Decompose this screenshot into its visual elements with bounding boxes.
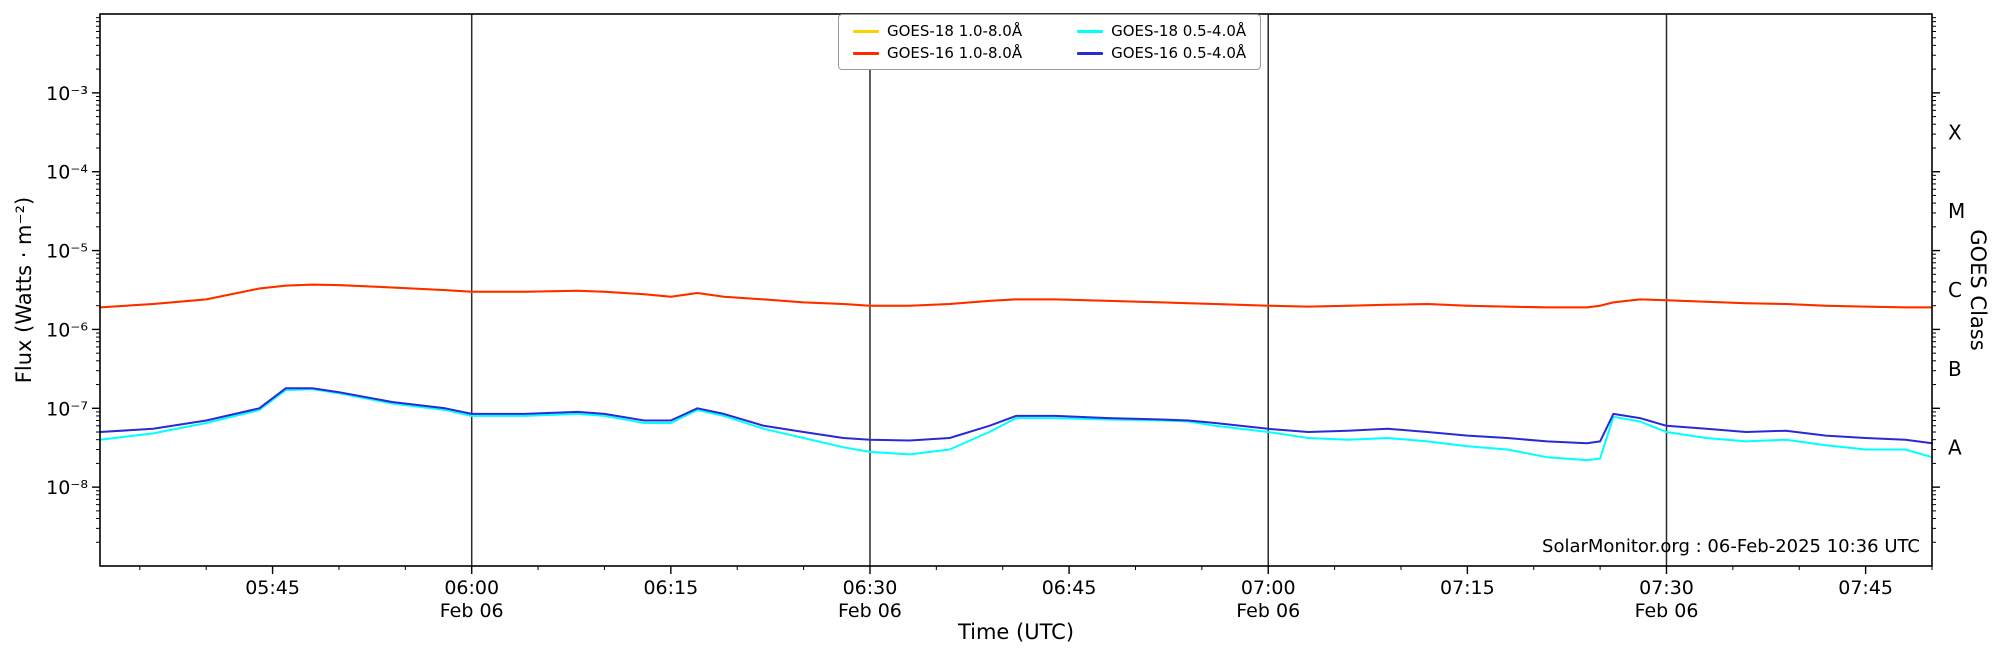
y-tick-label: 10⁻⁴ — [46, 162, 88, 184]
goes-class-label: M — [1948, 199, 1965, 223]
legend-item-goes16-short: GOES-16 0.5-4.0Å — [1077, 44, 1246, 62]
x-tick-label: 06:00 — [444, 577, 499, 599]
x-tick-label: 07:15 — [1440, 577, 1495, 599]
legend-label-goes16-short: GOES-16 0.5-4.0Å — [1111, 44, 1247, 62]
x-date-label: Feb 06 — [1635, 600, 1699, 622]
legend: GOES-18 1.0-8.0Å GOES-18 0.5-4.0Å GOES-1… — [838, 14, 1262, 70]
goes-class-label: B — [1948, 357, 1962, 381]
goes-class-label: X — [1948, 120, 1962, 144]
y-tick-label: 10⁻⁶ — [46, 319, 88, 341]
legend-swatch-goes16-long — [853, 51, 879, 55]
series-line-0 — [99, 283, 1933, 309]
goes-class-label: A — [1948, 436, 1962, 460]
legend-swatch-goes18-long — [853, 29, 879, 33]
y2-axis-title: GOES Class — [1966, 229, 1990, 351]
legend-label-goes16-long: GOES-16 1.0-8.0Å — [887, 44, 1023, 62]
y-tick-label: 10⁻³ — [46, 83, 88, 105]
goes-class-label: C — [1948, 278, 1962, 302]
series-line-3 — [99, 387, 1933, 445]
x-tick-label: 06:45 — [1042, 577, 1097, 599]
legend-label-goes18-short: GOES-18 0.5-4.0Å — [1111, 22, 1247, 40]
x-date-label: Feb 06 — [838, 600, 902, 622]
series-line-1 — [99, 388, 1933, 462]
legend-label-goes18-long: GOES-18 1.0-8.0Å — [887, 22, 1023, 40]
x-tick-label: 05:45 — [245, 577, 300, 599]
legend-swatch-goes18-short — [1077, 29, 1104, 33]
x-tick-label: 06:30 — [843, 577, 898, 599]
legend-item-goes18-long: GOES-18 1.0-8.0Å — [853, 22, 1022, 40]
legend-item-goes16-long: GOES-16 1.0-8.0Å — [853, 44, 1022, 62]
x-tick-label: 07:30 — [1639, 577, 1694, 599]
x-axis-title: Time (UTC) — [957, 620, 1075, 644]
y-tick-label: 10⁻⁵ — [46, 241, 88, 263]
y-tick-label: 10⁻⁸ — [46, 477, 88, 499]
y-tick-label: 10⁻⁷ — [46, 398, 88, 420]
x-tick-label: 07:00 — [1241, 577, 1296, 599]
y-axis-title: Flux (Watts · m⁻²) — [12, 196, 36, 384]
x-date-label: Feb 06 — [440, 600, 504, 622]
x-date-label: Feb 06 — [1236, 600, 1300, 622]
legend-swatch-goes16-short — [1077, 51, 1104, 55]
series-line-2 — [99, 283, 1933, 309]
watermark-text: SolarMonitor.org : 06-Feb-2025 10:36 UTC — [1542, 536, 1920, 557]
legend-item-goes18-short: GOES-18 0.5-4.0Å — [1077, 22, 1246, 40]
plot-frame — [99, 13, 1933, 567]
x-tick-label: 07:45 — [1838, 577, 1893, 599]
x-tick-label: 06:15 — [643, 577, 698, 599]
